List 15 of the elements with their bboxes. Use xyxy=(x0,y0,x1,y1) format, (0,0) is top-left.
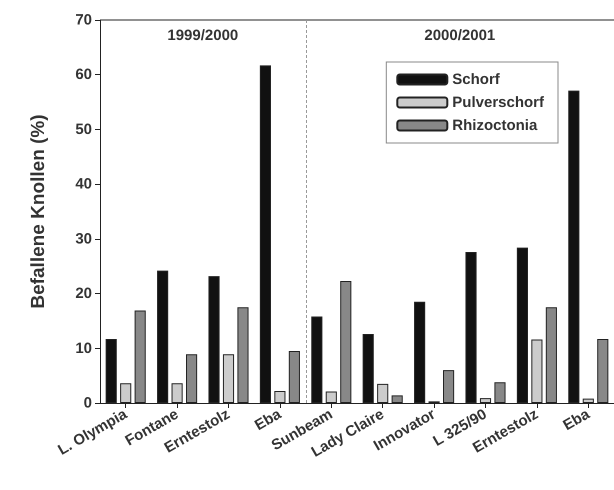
legend-label: Schorf xyxy=(452,71,501,88)
y-tick-label: 10 xyxy=(75,340,92,357)
y-tick-label: 60 xyxy=(75,66,92,84)
y-axis-title: Befallene Knollen (%) xyxy=(28,114,49,309)
y-tick-label: 0 xyxy=(84,394,92,412)
legend-label: Pulverschorf xyxy=(452,94,546,111)
annotation: 1999/2000 xyxy=(167,27,238,44)
y-tick-label: 30 xyxy=(75,230,92,248)
y-tick-label: 70 xyxy=(75,12,92,28)
y-tick-label: 50 xyxy=(75,120,92,138)
y-tick-label: 40 xyxy=(75,176,92,193)
legend-label: Rhizoctonia xyxy=(452,117,538,134)
annotation: 2000/2001 xyxy=(424,27,496,44)
y-tick-label: 20 xyxy=(75,285,92,302)
x-tick-label: Eba xyxy=(560,405,594,434)
